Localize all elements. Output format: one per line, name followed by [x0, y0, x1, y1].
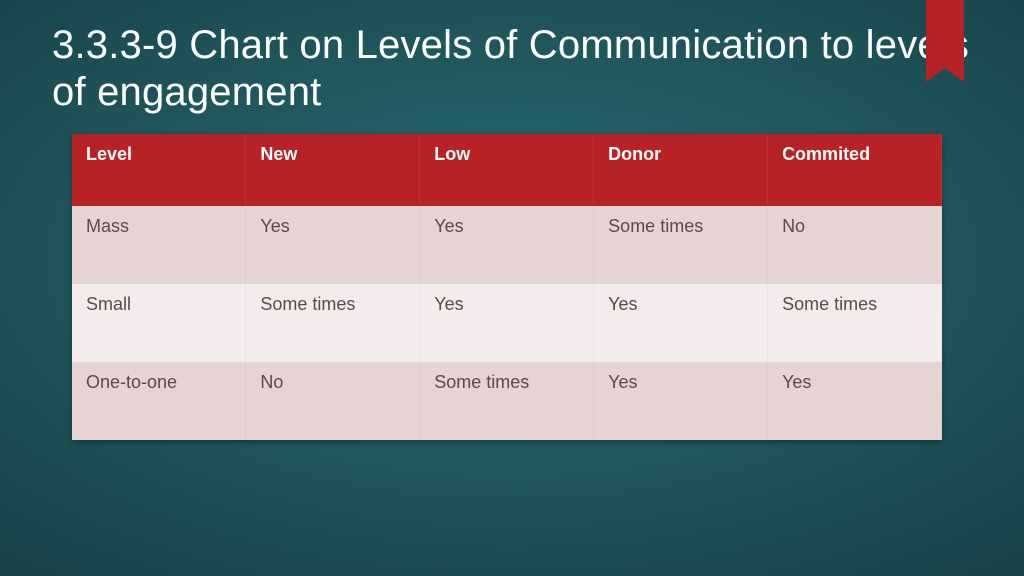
cell: No — [246, 362, 420, 440]
cell: Small — [72, 284, 246, 362]
cell: Yes — [420, 284, 594, 362]
cell: Yes — [768, 362, 942, 440]
col-header: New — [246, 134, 420, 206]
col-header: Commited — [768, 134, 942, 206]
col-header: Level — [72, 134, 246, 206]
table-row: Small Some times Yes Yes Some times — [72, 284, 942, 362]
cell: No — [768, 206, 942, 284]
cell: Yes — [594, 284, 768, 362]
communication-table: Level New Low Donor Commited Mass Yes Ye… — [72, 134, 942, 440]
table-container: Level New Low Donor Commited Mass Yes Ye… — [52, 134, 976, 440]
cell: Some times — [420, 362, 594, 440]
col-header: Low — [420, 134, 594, 206]
col-header: Donor — [594, 134, 768, 206]
corner-ribbon — [926, 0, 964, 68]
slide-content: 3.3.3-9 Chart on Levels of Communication… — [0, 0, 1024, 440]
cell: One-to-one — [72, 362, 246, 440]
cell: Yes — [594, 362, 768, 440]
table-row: Mass Yes Yes Some times No — [72, 206, 942, 284]
cell: Yes — [246, 206, 420, 284]
cell: Some times — [246, 284, 420, 362]
cell: Yes — [420, 206, 594, 284]
cell: Mass — [72, 206, 246, 284]
cell: Some times — [768, 284, 942, 362]
cell: Some times — [594, 206, 768, 284]
table-header-row: Level New Low Donor Commited — [72, 134, 942, 206]
slide-title: 3.3.3-9 Chart on Levels of Communication… — [52, 22, 976, 116]
table-row: One-to-one No Some times Yes Yes — [72, 362, 942, 440]
